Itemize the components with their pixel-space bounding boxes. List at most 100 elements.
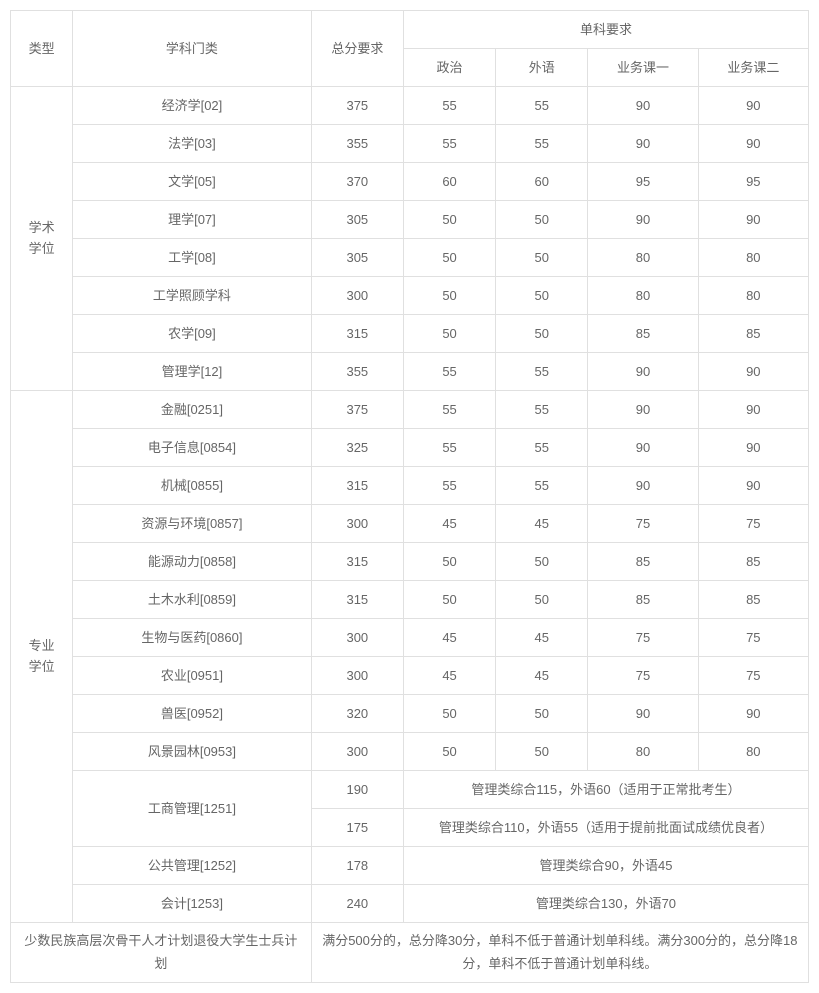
col-total: 总分要求	[311, 11, 403, 87]
cell: 50	[403, 543, 495, 581]
cell-subject: 工学[08]	[73, 239, 312, 277]
footnote-label: 少数民族高层次骨干人才计划退役大学生士兵计划	[11, 923, 312, 983]
table-row: 风景园林[0953] 300 50 50 80 80	[11, 733, 809, 771]
table-row: 工学[08] 305 50 50 80 80	[11, 239, 809, 277]
table-row: 公共管理[1252] 178 管理类综合90，外语45	[11, 847, 809, 885]
table-row: 机械[0855] 315 55 55 90 90	[11, 467, 809, 505]
cell: 90	[588, 695, 698, 733]
table-row: 理学[07] 305 50 50 90 90	[11, 201, 809, 239]
score-table: 类型 学科门类 总分要求 单科要求 政治 外语 业务课一 业务课二 学术学位 经…	[10, 10, 809, 983]
cell: 85	[588, 315, 698, 353]
cell: 90	[698, 467, 808, 505]
cell: 90	[588, 125, 698, 163]
cell: 50	[496, 543, 588, 581]
cell: 50	[403, 277, 495, 315]
group-professional-label: 专业学位	[11, 391, 73, 923]
cell-total: 305	[311, 239, 403, 277]
cell-total: 300	[311, 505, 403, 543]
cell-total: 300	[311, 657, 403, 695]
cell: 85	[588, 543, 698, 581]
cell-subject: 法学[03]	[73, 125, 312, 163]
cell-total: 190	[311, 771, 403, 809]
table-row: 资源与环境[0857] 300 45 45 75 75	[11, 505, 809, 543]
table-row: 学术学位 经济学[02] 375 55 55 90 90	[11, 87, 809, 125]
col-politics: 政治	[403, 49, 495, 87]
cell-total: 320	[311, 695, 403, 733]
cell-total: 315	[311, 543, 403, 581]
cell: 50	[403, 695, 495, 733]
cell: 55	[403, 429, 495, 467]
cell: 45	[403, 505, 495, 543]
cell-total: 355	[311, 353, 403, 391]
table-row: 生物与医药[0860] 300 45 45 75 75	[11, 619, 809, 657]
cell: 60	[496, 163, 588, 201]
col-course1: 业务课一	[588, 49, 698, 87]
cell-subject: 理学[07]	[73, 201, 312, 239]
cell: 75	[698, 619, 808, 657]
table-row: 兽医[0952] 320 50 50 90 90	[11, 695, 809, 733]
cell: 50	[496, 315, 588, 353]
cell-total: 300	[311, 733, 403, 771]
cell: 75	[698, 505, 808, 543]
cell-subject: 会计[1253]	[73, 885, 312, 923]
cell: 90	[588, 201, 698, 239]
cell: 85	[698, 581, 808, 619]
cell-subject: 风景园林[0953]	[73, 733, 312, 771]
table-row: 工商管理[1251] 190 管理类综合115，外语60（适用于正常批考生）	[11, 771, 809, 809]
table-row: 法学[03] 355 55 55 90 90	[11, 125, 809, 163]
cell: 50	[403, 733, 495, 771]
table-row: 土木水利[0859] 315 50 50 85 85	[11, 581, 809, 619]
cell: 90	[588, 467, 698, 505]
cell-subject: 文学[05]	[73, 163, 312, 201]
cell-total: 375	[311, 391, 403, 429]
cell: 55	[403, 353, 495, 391]
cell-total: 300	[311, 619, 403, 657]
col-type: 类型	[11, 11, 73, 87]
cell: 90	[588, 87, 698, 125]
cell-subject: 经济学[02]	[73, 87, 312, 125]
cell: 90	[588, 353, 698, 391]
cell-subject: 金融[0251]	[73, 391, 312, 429]
cell: 75	[588, 657, 698, 695]
cell: 55	[403, 467, 495, 505]
cell: 55	[496, 125, 588, 163]
cell-total: 240	[311, 885, 403, 923]
cell: 80	[698, 733, 808, 771]
cell-total: 355	[311, 125, 403, 163]
table-row: 农学[09] 315 50 50 85 85	[11, 315, 809, 353]
cell-total: 305	[311, 201, 403, 239]
cell: 90	[588, 391, 698, 429]
cell: 75	[588, 619, 698, 657]
group-academic-label: 学术学位	[11, 87, 73, 391]
cell: 75	[588, 505, 698, 543]
cell: 90	[698, 429, 808, 467]
cell: 45	[496, 505, 588, 543]
col-course2: 业务课二	[698, 49, 808, 87]
cell: 80	[698, 239, 808, 277]
cell: 55	[403, 391, 495, 429]
cell: 50	[496, 581, 588, 619]
table-header-row-1: 类型 学科门类 总分要求 单科要求	[11, 11, 809, 49]
cell-total: 315	[311, 581, 403, 619]
table-row: 专业学位 金融[0251] 375 55 55 90 90	[11, 391, 809, 429]
cell-subject: 能源动力[0858]	[73, 543, 312, 581]
cell-total: 370	[311, 163, 403, 201]
cell: 50	[496, 201, 588, 239]
table-row: 农业[0951] 300 45 45 75 75	[11, 657, 809, 695]
cell: 45	[403, 619, 495, 657]
cell: 85	[588, 581, 698, 619]
col-foreign: 外语	[496, 49, 588, 87]
cell-total: 175	[311, 809, 403, 847]
cell: 60	[403, 163, 495, 201]
cell-subject: 工商管理[1251]	[73, 771, 312, 847]
table-row: 会计[1253] 240 管理类综合130，外语70	[11, 885, 809, 923]
group-label-text: 学术学位	[29, 220, 55, 256]
cell: 50	[403, 315, 495, 353]
cell: 90	[588, 429, 698, 467]
cell: 90	[698, 87, 808, 125]
cell: 45	[496, 657, 588, 695]
col-subject: 学科门类	[73, 11, 312, 87]
col-single-req: 单科要求	[403, 11, 808, 49]
cell: 55	[496, 467, 588, 505]
cell: 50	[496, 277, 588, 315]
